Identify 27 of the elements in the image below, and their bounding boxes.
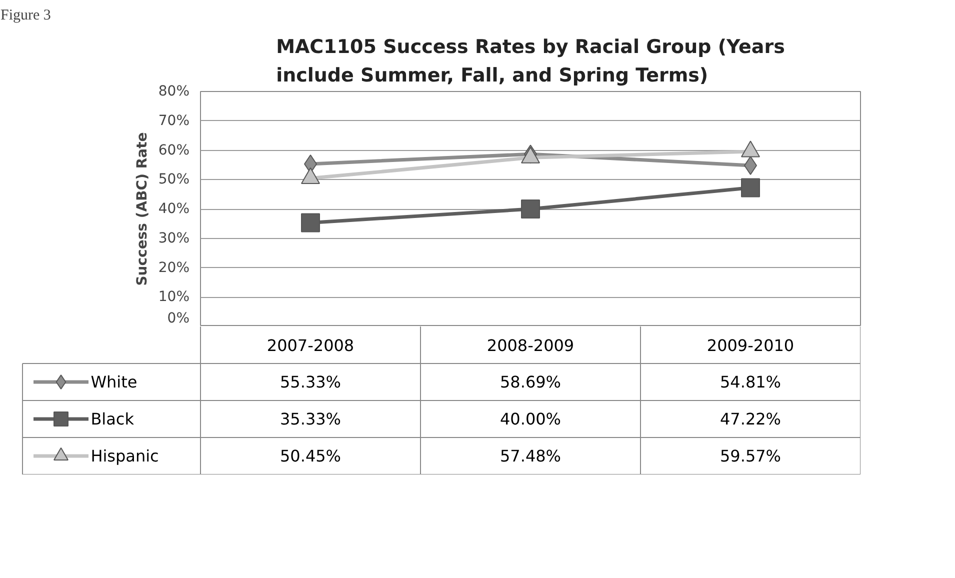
y-tick-label: 10% [158,289,190,306]
legend-label: White [90,372,138,392]
data-label: 54.81% [720,372,782,392]
caption: Figure 3 [0,8,51,24]
chart-title: MAC1105 Success Rates by Racial Group (Years include Summer, Fall, and Spring Terms) [276,36,785,86]
y-tick-label: 60% [158,142,190,158]
y-tick-label: 80% [158,84,190,100]
x-tick-label: 2007-2008 [266,336,354,355]
legend-label: Hispanic [90,446,159,466]
data-label: 50.45% [280,446,342,466]
y-tick-label: 30% [158,230,190,246]
y-axis-title: Success (ABC) Rate [134,132,150,286]
data-label: 59.57% [720,446,782,466]
y-tick-label: 70% [158,112,190,129]
data-label: 57.48% [500,446,562,466]
y-tick-label: 20% [158,260,190,276]
y-tick-label: 50% [158,172,190,188]
data-label: 35.33% [280,410,342,428]
y-tick-label: 0% [167,310,190,326]
x-tick-label: 2009-2010 [706,336,794,355]
data-label: 55.33% [280,372,342,392]
data-label: 58.69% [500,372,562,392]
data-label: 40.00% [500,410,562,428]
x-tick-label: 2008-2009 [486,336,574,355]
data-label: 47.22% [720,410,782,428]
y-tick-label: 40% [158,201,190,217]
legend-label: Black [90,410,135,428]
